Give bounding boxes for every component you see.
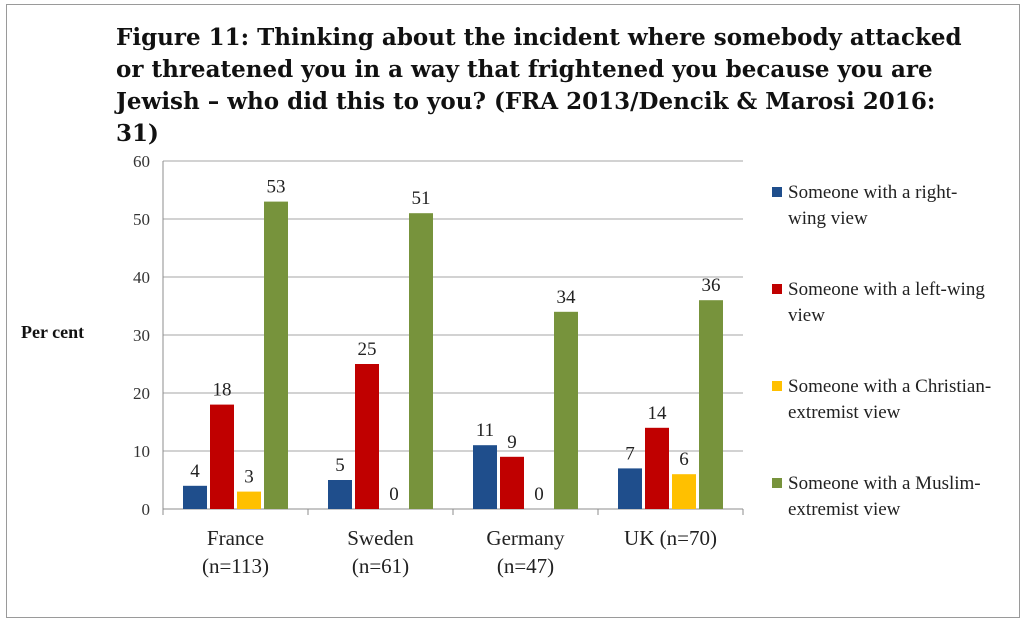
legend-swatch [772, 284, 782, 294]
chart-title: Figure 11: Thinking about the incident w… [116, 24, 962, 147]
legend-swatch [772, 478, 782, 488]
y-tick-label: 20 [133, 384, 150, 403]
bar [183, 485, 207, 509]
data-label: 5 [335, 455, 345, 476]
bar [473, 445, 497, 509]
legend-label: Someone with a Christian- [788, 376, 991, 397]
data-label: 51 [412, 188, 431, 209]
y-tick-label: 40 [133, 268, 150, 287]
x-category-label: (n=61) [352, 554, 409, 578]
bar [672, 474, 696, 509]
data-label: 9 [507, 432, 517, 453]
bar [355, 364, 379, 509]
bar [618, 468, 642, 509]
data-label: 34 [557, 287, 577, 308]
data-label: 3 [244, 467, 254, 488]
x-category-label: France [207, 526, 264, 550]
data-label: 6 [679, 449, 689, 470]
bar [645, 427, 669, 509]
data-label: 25 [358, 339, 377, 360]
x-category-label: Sweden [347, 526, 414, 550]
x-category-label: (n=47) [497, 554, 554, 578]
data-label: 18 [213, 380, 232, 401]
legend-label: Someone with a Muslim- [788, 473, 981, 494]
legend-label: view [788, 305, 825, 326]
y-tick-label: 10 [133, 442, 150, 461]
y-axis-label: Per cent [21, 322, 84, 342]
bar [500, 456, 524, 509]
bar [237, 491, 261, 509]
legend-label: extremist view [788, 499, 901, 520]
y-tick-label: 0 [142, 500, 151, 519]
data-label: 0 [534, 484, 544, 505]
bar [264, 201, 288, 509]
x-category-label: UK (n=70) [624, 526, 717, 550]
legend-swatch [772, 187, 782, 197]
y-tick-label: 30 [133, 326, 150, 345]
bar [210, 404, 234, 509]
y-tick-label: 50 [133, 210, 150, 229]
bar [328, 480, 352, 509]
data-label: 14 [648, 403, 668, 424]
chart-frame [6, 4, 1020, 618]
x-category-label: Germany [486, 526, 565, 550]
data-label: 36 [702, 275, 721, 296]
data-label: 53 [267, 177, 286, 198]
data-label: 4 [190, 461, 200, 482]
legend-label: Someone with a right- [788, 182, 957, 203]
legend-label: Someone with a left-wing [788, 279, 985, 300]
data-label: 0 [389, 484, 399, 505]
legend-label: extremist view [788, 402, 901, 423]
bar [554, 311, 578, 509]
bar [699, 300, 723, 509]
y-tick-label: 60 [133, 152, 150, 171]
data-label: 7 [625, 443, 635, 464]
legend-label: wing view [788, 208, 868, 229]
legend-swatch [772, 381, 782, 391]
x-category-label: (n=113) [202, 554, 269, 578]
bar [409, 213, 433, 509]
data-label: 11 [476, 420, 494, 441]
